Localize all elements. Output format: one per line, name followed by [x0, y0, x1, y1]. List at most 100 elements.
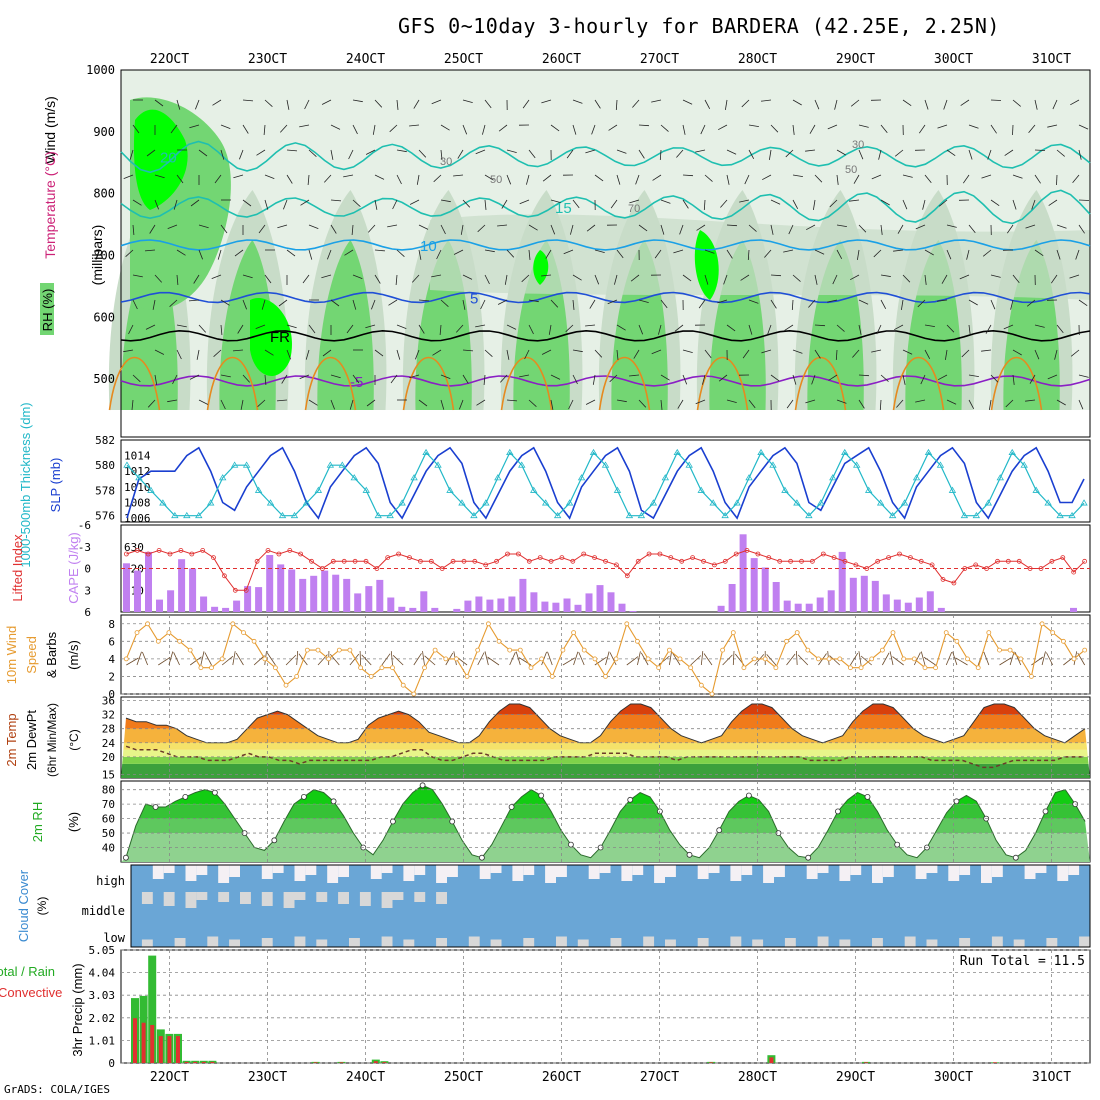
thickness-point	[338, 461, 347, 468]
wind10-point	[667, 647, 672, 653]
cloud-low-bar	[577, 939, 589, 947]
wind-barb	[704, 349, 712, 359]
wind-tick-label: 6	[108, 635, 115, 648]
wind-barb	[324, 174, 332, 183]
date-label-bottom: 27OCT	[640, 1070, 679, 1085]
wind-barb	[565, 324, 574, 333]
wind-barb	[660, 374, 670, 381]
wind-barb	[614, 274, 618, 285]
wind-barb	[389, 124, 398, 133]
wind-barb	[176, 274, 179, 286]
date-label-bottom: 28OCT	[738, 1070, 777, 1085]
li-point	[929, 562, 935, 568]
li-point	[918, 558, 924, 564]
wind-barb	[484, 99, 492, 109]
li-point	[156, 548, 162, 553]
wind-barb	[460, 224, 464, 235]
cape-bar	[827, 590, 835, 613]
wind-barb	[484, 249, 495, 253]
temperature-contour	[120, 239, 1091, 251]
rh-contour-label: 70	[628, 203, 640, 215]
precip-tick-label: 2.02	[89, 1012, 116, 1025]
wind10-point	[975, 665, 981, 671]
wind-barb	[635, 174, 640, 185]
temperature-contour	[120, 189, 1091, 225]
wind10-point	[475, 647, 481, 653]
cloud-high-bar	[665, 865, 676, 877]
wind-barb	[616, 149, 627, 154]
wind-barb	[937, 299, 948, 302]
cloud-high-bar	[1024, 865, 1036, 879]
wind-barb	[500, 374, 508, 383]
wind-barb	[459, 399, 464, 410]
cape-bar	[255, 587, 263, 612]
cape-bar	[365, 586, 373, 612]
wind10-barb	[609, 652, 617, 666]
wind-barb	[968, 324, 971, 335]
wind-barb	[981, 174, 992, 179]
wind-barb	[308, 399, 318, 406]
wind-barb	[190, 199, 200, 207]
wind10-point	[485, 621, 491, 627]
thickness-point	[530, 486, 538, 493]
temp-fill-bands	[121, 704, 1090, 778]
cape-bar	[937, 607, 945, 612]
li-point	[298, 551, 304, 557]
cloud-high-bar	[697, 865, 709, 879]
thickness-point	[793, 499, 801, 506]
rh2m-point	[657, 808, 663, 815]
wind-barb	[286, 149, 298, 152]
li-point	[200, 548, 206, 553]
rh-tick-label: 70	[102, 798, 115, 811]
li-point	[701, 558, 706, 564]
cloud-low-bar	[784, 938, 796, 947]
wind-barb	[528, 299, 539, 303]
wind-barb	[132, 124, 140, 134]
panel1-temp-label: Temperature (°C)	[42, 151, 58, 259]
wind-barb	[528, 324, 534, 335]
wind-barb	[154, 349, 165, 355]
wind10-label-a: 10m Wind	[4, 626, 19, 685]
wind10-point	[1071, 656, 1077, 662]
cape-bar	[805, 603, 813, 612]
wind10-point	[145, 621, 151, 627]
cloud-high-bar	[185, 865, 197, 881]
wind-barb	[1069, 274, 1080, 279]
wind10-barb	[722, 654, 733, 666]
wind-barb	[946, 149, 956, 157]
li-point	[777, 558, 783, 564]
cloud-high-bar	[730, 865, 742, 881]
thickness-point	[290, 511, 299, 519]
wind-barb	[572, 274, 582, 281]
thickness-series-line	[126, 451, 1085, 517]
wind-barb	[924, 324, 935, 327]
cloud-low-bar	[294, 936, 306, 947]
precip-axis-label: 3hr Precip (mm)	[70, 963, 85, 1056]
wind-barb	[1078, 399, 1084, 410]
wind-barb	[962, 174, 970, 184]
temperature-contour	[120, 140, 1091, 174]
wind-barb	[946, 399, 957, 405]
temp-label-b: 2m DewPt	[24, 710, 39, 770]
wind10-barb	[515, 651, 521, 666]
slp-axis-label: SLP (mb)	[48, 458, 63, 513]
wind-barb	[896, 399, 904, 408]
thickness-point	[446, 486, 454, 493]
cape-bar	[310, 575, 318, 613]
li-point	[428, 558, 434, 564]
rh2m-point	[894, 841, 901, 848]
wind-barb	[198, 324, 206, 333]
wind-barb	[550, 299, 559, 308]
cloud-high-bar	[959, 865, 971, 875]
thickness-point	[960, 511, 969, 519]
wind10-point	[294, 674, 300, 679]
wind-barb	[346, 324, 354, 334]
wind-barb	[440, 399, 445, 410]
rh-contour-label: 50	[490, 174, 502, 186]
wind-barb	[542, 174, 552, 182]
panel1-wind-label: Wind (m/s)	[42, 96, 58, 164]
wind-barb	[1056, 149, 1065, 157]
rh2m-point	[568, 841, 574, 848]
cloud-middle-bar	[261, 892, 273, 906]
wind-barb	[703, 199, 706, 211]
